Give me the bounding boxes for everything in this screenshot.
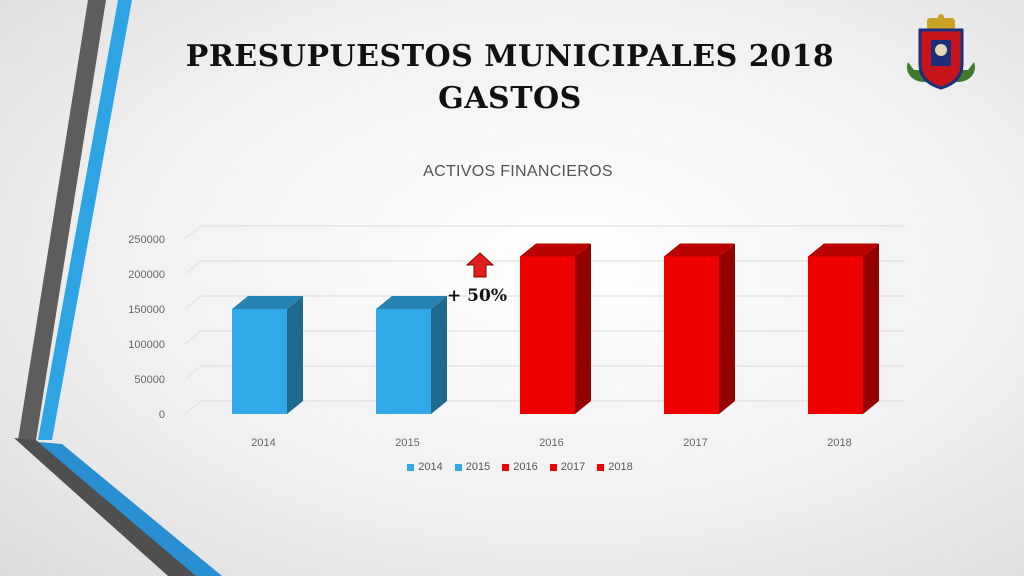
- legend-swatch: [454, 463, 462, 471]
- legend-label: 2014: [418, 461, 443, 473]
- legend-swatch: [597, 463, 605, 471]
- increase-annotation: + 50%: [447, 286, 507, 306]
- gridline-depth: [184, 295, 202, 310]
- legend-item: 2018: [597, 461, 633, 473]
- chart-title: ACTIVOS FINANCIEROS: [423, 163, 613, 180]
- decor-blue-diagonal: [38, 442, 222, 576]
- bar-2015: [376, 296, 447, 414]
- y-tick-label: 50000: [134, 374, 165, 386]
- bar-top: [664, 243, 735, 257]
- legend-label: 2016: [513, 461, 538, 473]
- bar-side: [575, 243, 591, 414]
- bar-2016: [520, 243, 591, 414]
- gridline-depth: [184, 260, 202, 275]
- decor-blue-stripe: [38, 0, 132, 440]
- y-tick-label: 250000: [128, 234, 165, 246]
- bar-top: [232, 296, 303, 309]
- decor-dark-stripe: [18, 0, 106, 440]
- slide-title-line-2: GASTOS: [438, 81, 582, 116]
- bar-side: [719, 243, 735, 414]
- legend-swatch: [549, 463, 557, 471]
- x-tick-label: 2015: [395, 437, 419, 449]
- legend-item: 2015: [454, 461, 491, 473]
- x-tick-label: 2018: [827, 437, 851, 449]
- y-tick-label: 150000: [128, 304, 165, 316]
- legend-item: 2017: [549, 461, 586, 473]
- legend-swatch: [407, 463, 415, 471]
- legend-item: 2016: [502, 461, 538, 473]
- bar-2017: [664, 243, 735, 414]
- gridline-depth: [184, 365, 202, 380]
- gridline-depth: [184, 330, 202, 345]
- legend-swatch: [502, 463, 510, 471]
- y-tick-label: 200000: [128, 269, 165, 281]
- bar-side: [431, 296, 447, 414]
- bar-front: [808, 256, 863, 414]
- municipal-coat-of-arms-icon: [906, 14, 976, 90]
- bar-front: [664, 256, 719, 414]
- bar-side: [863, 243, 879, 414]
- bar-top: [808, 243, 879, 257]
- y-tick-label: 0: [159, 409, 165, 421]
- legend-item: 2014: [407, 461, 443, 473]
- bar-top: [376, 296, 447, 309]
- bar-top: [520, 243, 591, 257]
- y-tick-label: 100000: [128, 339, 165, 351]
- bar-side: [287, 296, 303, 414]
- legend-label: 2017: [560, 461, 586, 473]
- slide-title: PRESUPUESTOS MUNICIPALES 2018 GASTOS: [170, 36, 850, 120]
- bar-front: [520, 256, 575, 414]
- gridline-depth: [184, 400, 202, 415]
- up-arrow-icon: [466, 252, 494, 278]
- bar-front: [232, 309, 287, 414]
- x-tick-label: 2014: [251, 437, 275, 449]
- slide-title-line-1: PRESUPUESTOS MUNICIPALES 2018: [185, 39, 835, 74]
- bar-2014: [232, 296, 303, 414]
- x-tick-label: 2017: [683, 437, 707, 449]
- x-tick-label: 2016: [539, 437, 563, 449]
- bar-2018: [808, 243, 879, 414]
- legend-label: 2015: [465, 461, 491, 473]
- bar-front: [376, 309, 431, 414]
- legend-label: 2018: [608, 461, 633, 473]
- gridline-depth: [184, 225, 202, 240]
- chart-legend: 2014 2015 2016 2017 2018: [300, 461, 740, 473]
